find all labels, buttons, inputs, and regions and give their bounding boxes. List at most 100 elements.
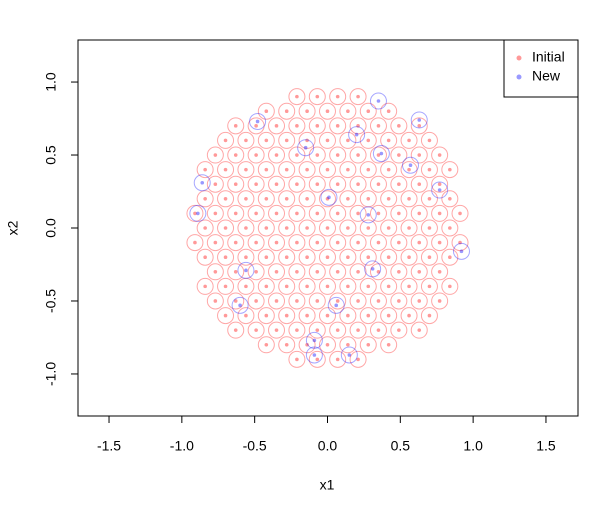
point [247,146,265,164]
point-ring [380,248,398,266]
point-dot [284,226,289,230]
point-ring [257,161,275,179]
point [420,131,438,149]
point-dot [335,182,340,187]
point [288,117,306,135]
point-ring [268,263,286,281]
point-ring [431,204,449,222]
point-ring [247,292,265,310]
point-ring [231,296,249,314]
point [308,350,326,368]
point-dot [335,269,340,274]
point [298,131,316,149]
point-dot [315,328,320,332]
point [308,234,326,252]
point [451,234,469,252]
point [441,219,459,237]
point-ring [268,146,286,164]
point-dot [303,145,308,150]
point-ring [298,102,316,120]
point-dot [397,182,401,187]
point-dot [315,357,320,362]
point [327,296,345,314]
point [278,131,296,149]
point-dot [233,299,238,303]
point-ring [339,219,357,237]
point-ring [400,131,418,149]
point-ring [227,204,245,222]
point-dot [417,240,422,245]
point [247,263,265,281]
point-dot [448,197,452,201]
point-dot [346,197,350,201]
point-dot [397,124,401,128]
point-ring [441,277,459,295]
point-ring [359,161,377,179]
point-dot [264,138,269,143]
point-ring [257,277,275,295]
point-ring [298,219,316,237]
point-ring [359,131,377,149]
point [420,307,438,325]
point [420,190,438,208]
point [268,321,286,339]
point-dot [315,299,320,303]
point-dot [356,240,360,245]
point [288,263,306,281]
point-dot [458,240,462,245]
point-dot [274,299,279,303]
x-tick-label: -1.0 [170,438,194,454]
point [278,336,296,354]
point [402,156,420,174]
point-dot [376,299,381,303]
point-dot [325,313,330,318]
point [410,292,428,310]
point-dot [305,109,309,114]
point-ring [193,174,211,192]
point [380,336,398,354]
point-ring [318,102,336,120]
point-dot [356,153,360,157]
point [359,277,377,295]
point-ring [196,161,214,179]
point [369,263,387,281]
point-dot [427,284,432,289]
point-ring [410,204,428,222]
point-ring [257,219,275,237]
point-dot [325,109,330,114]
point-dot [284,284,289,289]
point [329,117,347,135]
point [288,175,306,193]
point-ring [380,336,398,354]
point-ring [380,277,398,295]
point-ring [305,346,323,364]
point-dot [427,138,432,143]
point [268,175,286,193]
point-dot [284,342,289,347]
point [390,263,408,281]
point-ring [308,292,326,310]
point-ring [400,190,418,208]
point-dot [376,182,381,187]
point-ring [247,117,265,135]
point-ring [339,161,357,179]
point-dot [366,167,371,172]
point [193,174,211,192]
point-ring [359,336,377,354]
point-dot [370,267,375,271]
point-dot [233,182,238,187]
point-ring [308,234,326,252]
point-ring [288,350,306,368]
point [369,321,387,339]
point-ring [349,350,367,368]
point [257,131,275,149]
point-dot [366,213,371,217]
point-dot [437,299,442,303]
point-ring [420,161,438,179]
point-ring [390,234,408,252]
point [196,248,214,266]
point-dot [397,153,401,157]
point [278,190,296,208]
point-dot [193,211,197,216]
point [237,161,255,179]
